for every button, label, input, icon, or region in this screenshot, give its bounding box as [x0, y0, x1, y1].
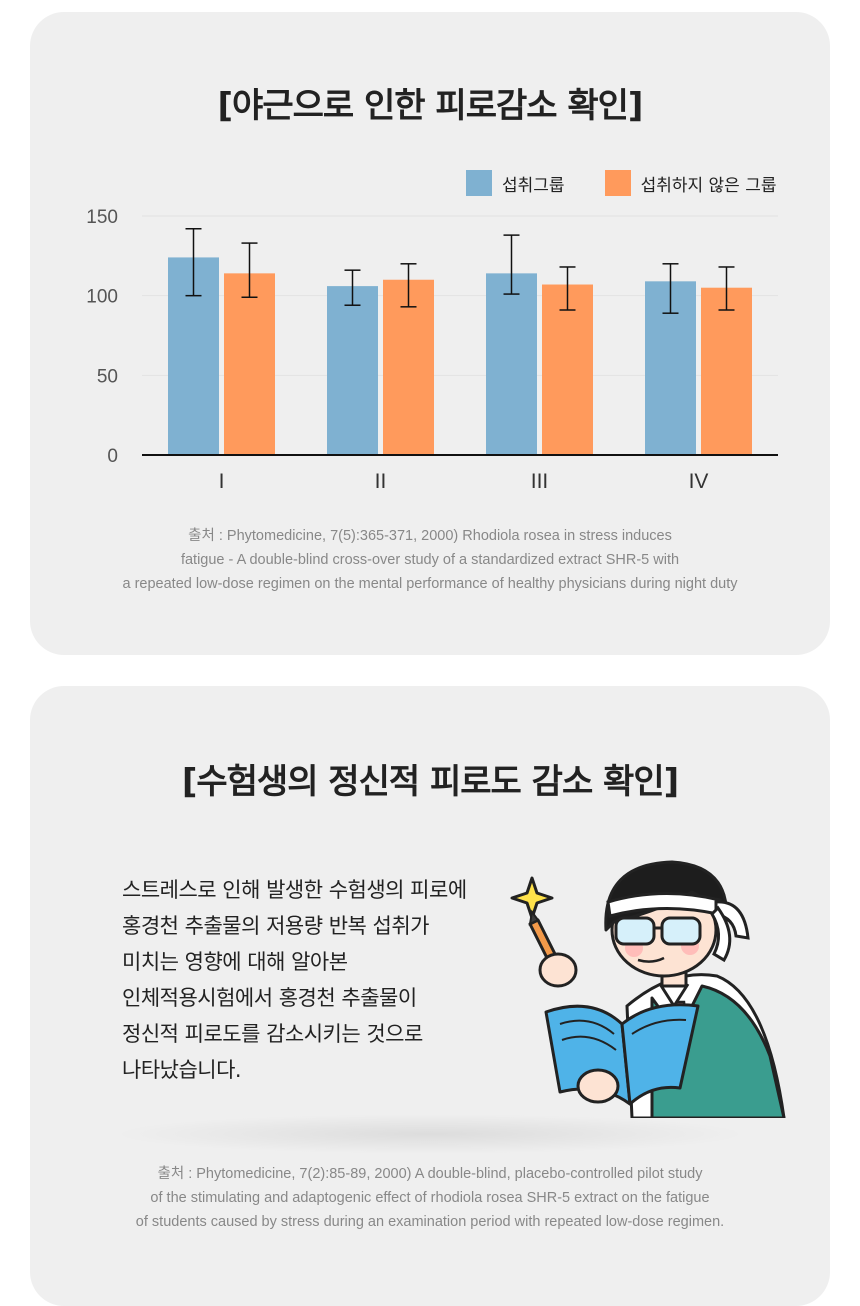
- bar: [486, 273, 537, 455]
- description-line: 나타났습니다.: [122, 1058, 242, 1082]
- student-source-citation: 출처 : Phytomedicine, 7(2):85-89, 2000) A …: [30, 1162, 830, 1234]
- y-tick-label: 100: [86, 287, 118, 308]
- bar: [542, 284, 593, 455]
- student-fatigue-card: [수험생의 정신적 피로도 감소 확인] 스트레스로 인해 발생한 수험생의 피…: [30, 686, 830, 1306]
- x-tick-label: III: [531, 470, 549, 493]
- fatigue-chart-card: [야근으로 인한 피로감소 확인] 섭취그룹 섭취하지 않은 그룹 0 50 100…: [30, 12, 830, 655]
- y-tick-label: 150: [86, 207, 118, 228]
- bar: [327, 286, 378, 455]
- bar: [701, 287, 752, 455]
- bar: [224, 273, 275, 455]
- floor-shadow: [110, 1114, 750, 1154]
- x-tick-label: IV: [689, 470, 709, 493]
- legend-item-no-intake: 섭취하지 않은 그룹: [604, 170, 777, 196]
- source-line: 출처 : Phytomedicine, 7(2):85-89, 2000) A …: [157, 1166, 703, 1182]
- source-line: of students caused by stress during an e…: [135, 1214, 725, 1230]
- chart-source-citation: 출처 : Phytomedicine, 7(5):365-371, 2000) …: [30, 524, 830, 596]
- description-line: 인체적용시험에서 홍경천 추출물이: [122, 986, 417, 1010]
- chart-legend: 섭취그룹 섭취하지 않은 그룹: [466, 170, 777, 196]
- x-tick-label: I: [219, 470, 225, 493]
- y-tick-label: 50: [97, 366, 118, 387]
- study-description: 스트레스로 인해 발생한 수험생의 피로에 홍경천 추출물의 저용량 반복 섭취…: [122, 872, 467, 1088]
- description-line: 정신적 피로도를 감소시키는 것으로: [122, 1022, 423, 1046]
- student-studying-illustration: [510, 860, 786, 1118]
- bar: [383, 279, 434, 455]
- chart-section-title: [야근으로 인한 피로감소 확인]: [217, 86, 644, 126]
- legend-label-intake: 섭취그룹: [502, 175, 565, 196]
- legend-swatch-intake: [466, 170, 492, 196]
- source-line: fatigue - A double-blind cross-over stud…: [180, 552, 680, 568]
- source-line: 출처 : Phytomedicine, 7(5):365-371, 2000) …: [188, 528, 672, 544]
- legend-item-intake: 섭취그룹: [466, 170, 565, 196]
- source-line: a repeated low-dose regimen on the menta…: [122, 576, 738, 592]
- x-tick-label: II: [375, 470, 387, 493]
- y-tick-label: 0: [107, 446, 118, 467]
- legend-label-no-intake: 섭취하지 않은 그룹: [640, 175, 777, 196]
- description-line: 홍경천 추출물의 저용량 반복 섭취가: [122, 914, 429, 938]
- description-line: 스트레스로 인해 발생한 수험생의 피로에: [122, 878, 467, 902]
- source-line: of the stimulating and adaptogenic effec…: [150, 1190, 710, 1206]
- student-section-title: [수험생의 정신적 피로도 감소 확인]: [181, 762, 679, 802]
- description-line: 미치는 영향에 대해 알아본: [122, 950, 348, 974]
- legend-swatch-no-intake: [604, 170, 631, 196]
